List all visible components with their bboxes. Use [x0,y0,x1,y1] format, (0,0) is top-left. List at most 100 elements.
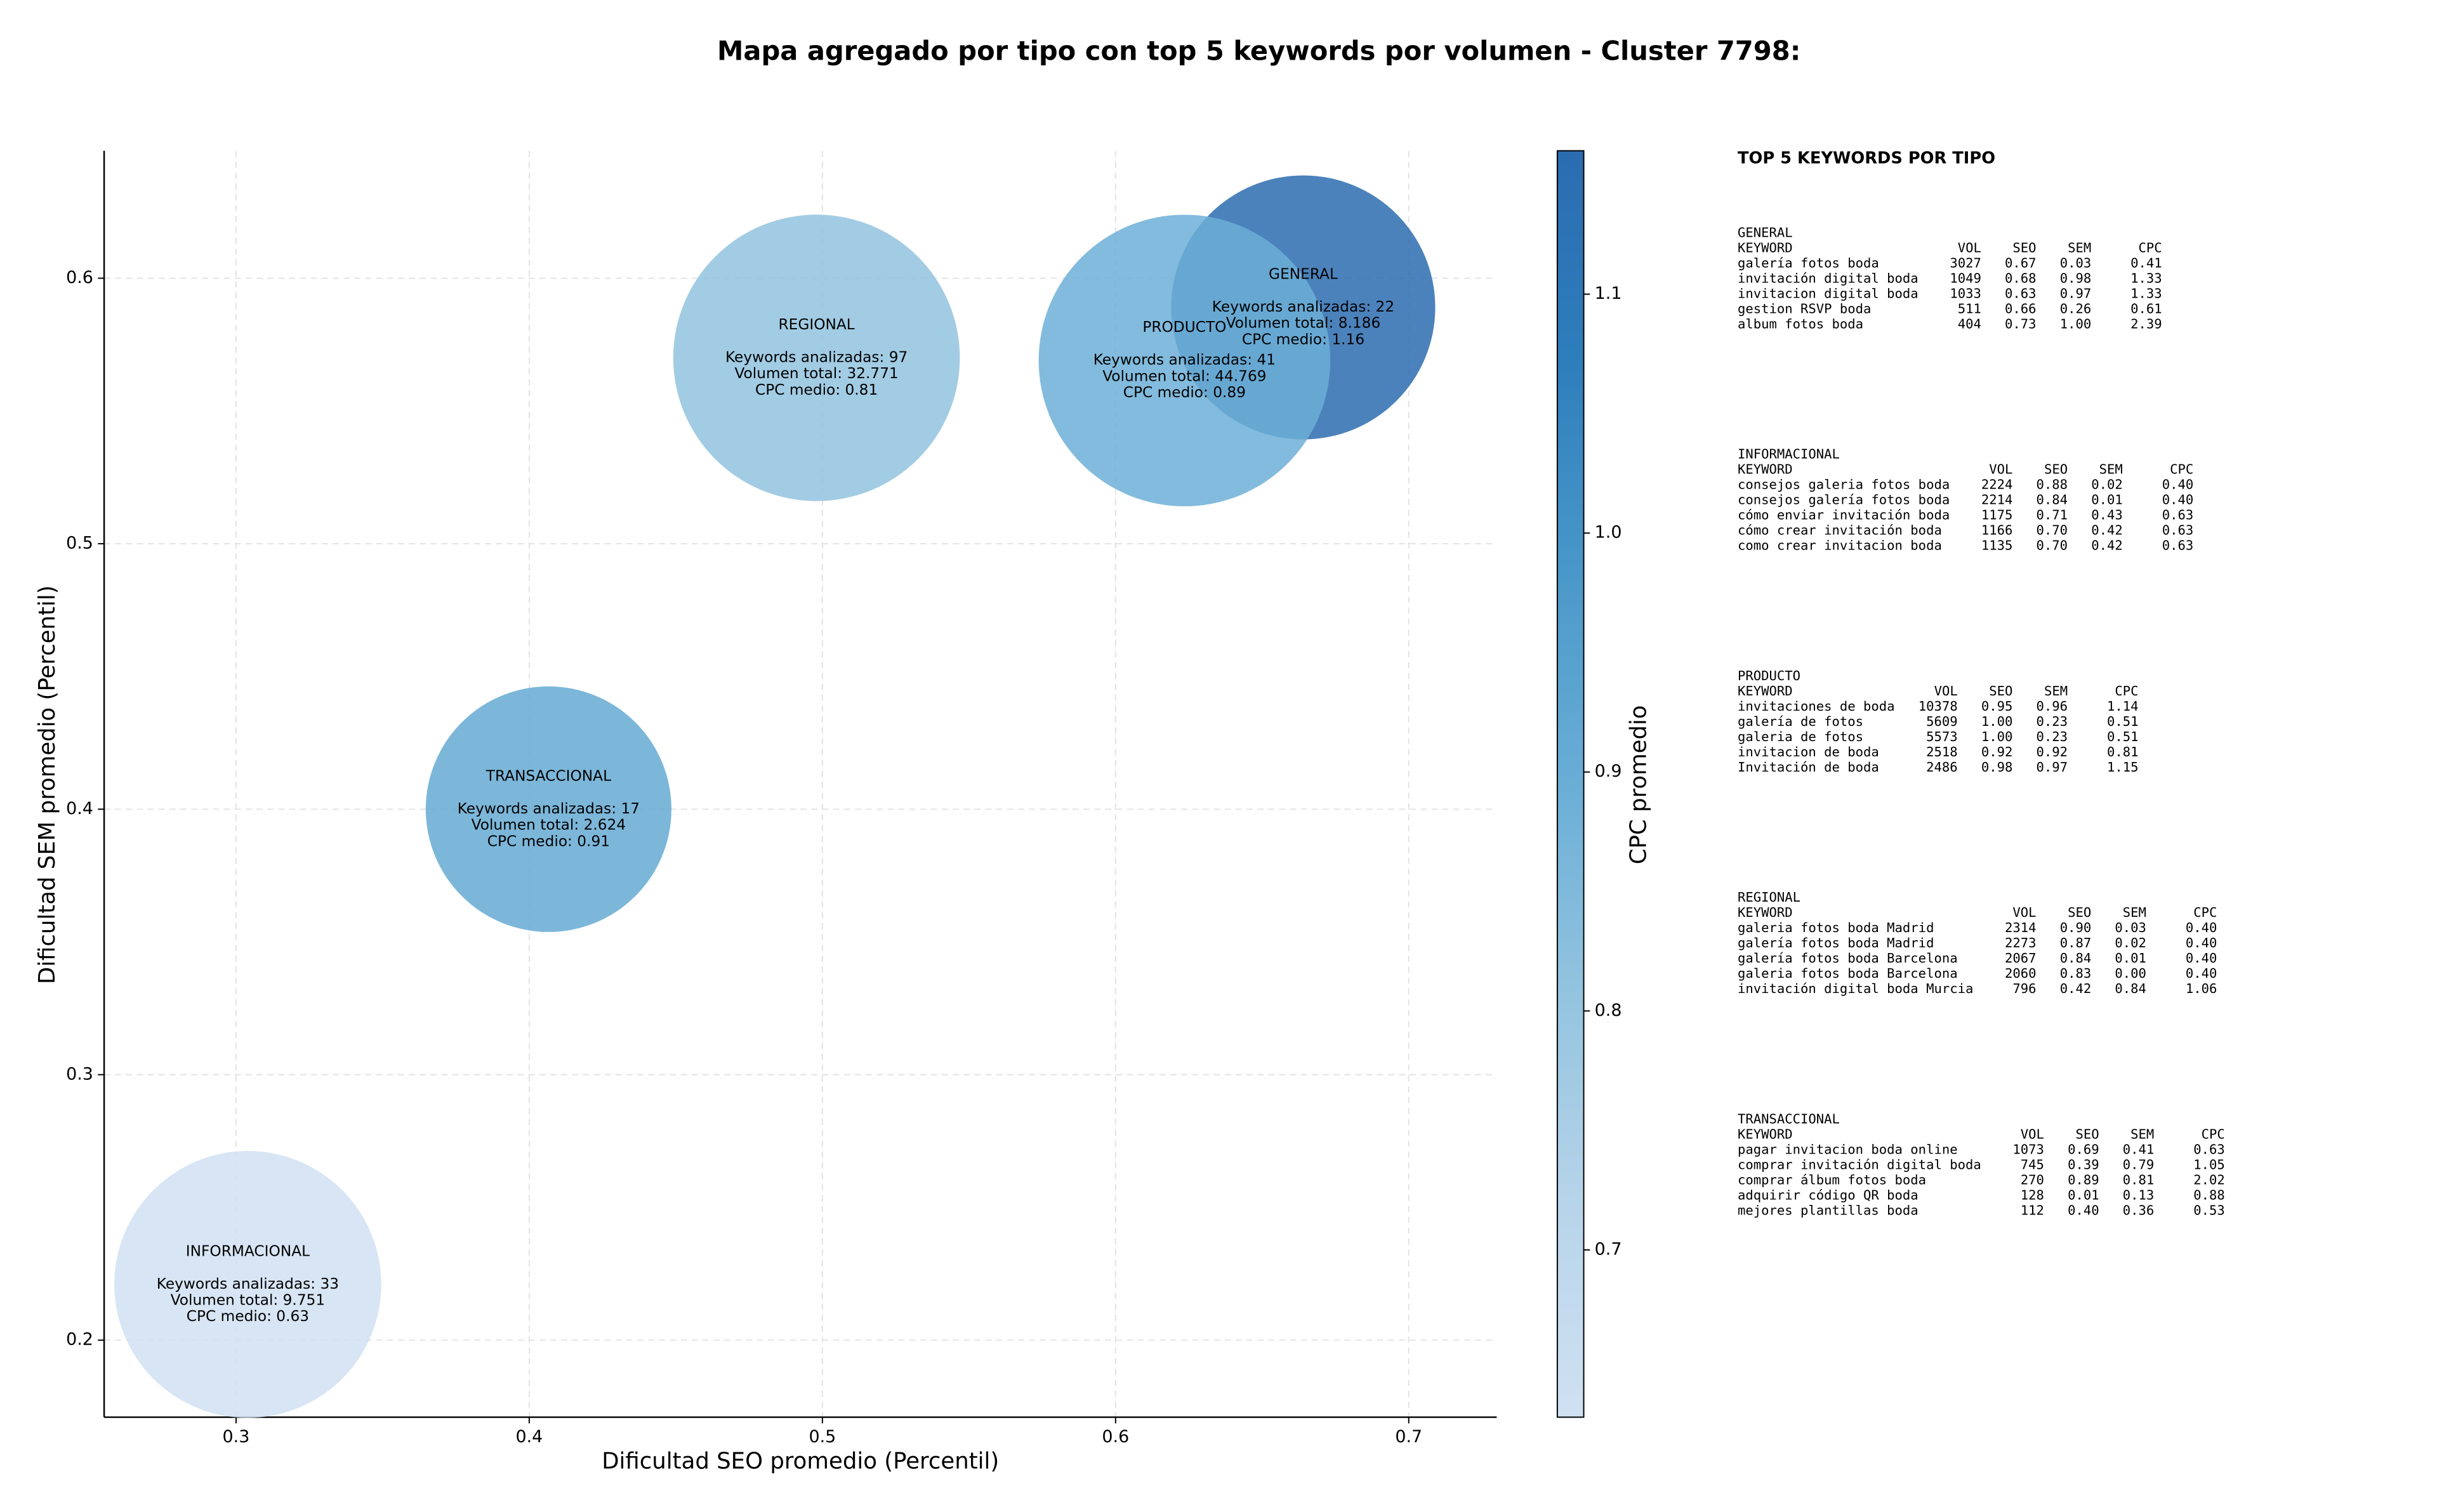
table-cell: album fotos boda [1738,316,1863,331]
column-header: SEM [2068,240,2091,255]
bubble-label: Keywords analizadas: 22 [1212,298,1394,315]
table-cell: galería fotos boda Barcelona [1738,950,1958,966]
column-header: VOL [1934,683,1958,699]
bubble [114,1151,381,1418]
column-header: SEM [2044,683,2068,699]
table-cell: 0.42 [2060,981,2092,996]
table-cell: 0.40 [2186,966,2217,981]
column-header: SEO [1989,683,2012,699]
table-cell: galeria fotos boda Barcelona [1738,966,1958,981]
table-cell: pagar invitacion boda online [1738,1141,1958,1157]
table-cell: 270 [2021,1172,2044,1187]
x-tick-label: 0.7 [1395,1427,1422,1447]
table-cell: invitación digital boda Murcia [1738,981,1973,996]
table-cell: 1.00 [2060,316,2092,331]
table-cell: 2486 [1926,759,1958,775]
table-cell: 0.43 [2091,508,2123,523]
bubble [673,214,960,501]
table-cell: Invitación de boda [1738,759,1879,775]
table-cell: 0.40 [2186,935,2217,950]
column-header: CPC [2115,683,2138,699]
table-cell: invitaciones de boda [1738,699,1895,714]
table-cell: 0.83 [2060,966,2092,981]
column-header: KEYWORD [1738,683,1793,699]
table-cell: 1175 [1981,508,2013,523]
column-header: VOL [1958,240,1981,255]
table-cell: 0.40 [2162,477,2194,492]
column-header: KEYWORD [1738,905,1793,920]
table-cell: 0.98 [1981,759,2013,775]
x-tick-label: 0.5 [809,1427,836,1447]
bubble-label: CPC medio: 1.16 [1242,331,1364,348]
table-cell: 0.88 [2193,1187,2225,1202]
table-cell: consejos galeria fotos boda [1738,477,1950,492]
colorbar-tick-label: 0.7 [1595,1239,1622,1259]
table-cell: 0.01 [2068,1187,2099,1202]
table-cell: 0.41 [2123,1141,2155,1157]
column-header: KEYWORD [1738,240,1793,255]
table-cell: 2214 [1981,492,2013,508]
bubble-label: Keywords analizadas: 33 [157,1275,339,1292]
panel-title: TOP 5 KEYWORDS POR TIPO [1738,148,1995,168]
bubble-name: INFORMACIONAL [186,1242,310,1259]
table-cell: 0.95 [1981,699,2013,714]
bubble-label: CPC medio: 0.81 [755,381,878,398]
table-cell: 2067 [2005,950,2037,966]
bubble-label: Volumen total: 44.769 [1102,367,1266,385]
table-cell: 0.68 [2005,270,2037,286]
table-cell: 0.84 [2037,492,2068,508]
table-cell: como crear invitacion boda [1738,538,1942,553]
x-tick-label: 0.3 [223,1427,250,1447]
table-cell: 0.26 [2060,301,2092,316]
table-cell: invitacion de boda [1738,744,1879,759]
table-cell: 0.39 [2068,1157,2099,1172]
table-cell: 5609 [1926,714,1958,729]
column-header: CPC [2139,240,2162,255]
table-cell: 0.81 [2107,744,2139,759]
table-cell: 0.40 [2186,950,2217,966]
y-tick-label: 0.5 [66,533,93,553]
table-cell: 0.03 [2115,920,2146,935]
bubble-label: Volumen total: 9.751 [171,1292,326,1309]
table-cell: 745 [2021,1157,2044,1172]
table-cell: galería fotos boda Madrid [1738,935,1934,950]
table-cell: 112 [2021,1202,2044,1218]
table-cell: cómo enviar invitación boda [1738,508,1950,523]
table-cell: 0.02 [2091,477,2123,492]
table-cell: 2273 [2005,935,2037,950]
column-header: SEO [2012,240,2036,255]
table-cell: 0.36 [2123,1202,2155,1218]
table-cell: 3027 [1950,255,1981,270]
column-header: SEM [2099,462,2123,477]
table-cell: 0.00 [2115,966,2146,981]
table-cell: 0.79 [2123,1157,2155,1172]
table-cell: 0.23 [2037,729,2068,744]
bubble-label: Keywords analizadas: 41 [1093,352,1276,369]
column-header: CPC [2193,905,2217,920]
table-cell: comprar álbum fotos boda [1738,1172,1926,1187]
group-name: REGIONAL [1738,890,1800,905]
table-cell: 1.15 [2107,759,2139,775]
table-cell: galería de fotos [1738,714,1863,729]
y-tick-label: 0.3 [66,1064,93,1084]
bubble-name: REGIONAL [778,316,854,333]
table-cell: 0.02 [2115,935,2146,950]
table-cell: gestion RSVP boda [1738,301,1871,316]
group-name: TRANSACCIONAL [1738,1111,1840,1126]
table-cell: 511 [1958,301,1981,316]
table-cell: 1.06 [2186,981,2217,996]
y-axis-label: Dificultad SEM promedio (Percentil) [34,585,60,984]
column-header: SEO [2075,1126,2099,1141]
table-cell: 5573 [1926,729,1958,744]
colorbar-label: CPC promedio [1626,705,1652,864]
group-name: INFORMACIONAL [1738,447,1840,462]
table-cell: 0.42 [2091,538,2123,553]
table-cell: 0.53 [2193,1202,2225,1218]
table-cell: 2314 [2005,920,2037,935]
column-header: CPC [2202,1126,2225,1141]
table-cell: 0.63 [2162,523,2194,538]
column-header: KEYWORD [1738,1126,1793,1141]
column-header: VOL [1989,462,2012,477]
table-cell: 0.96 [2037,699,2068,714]
